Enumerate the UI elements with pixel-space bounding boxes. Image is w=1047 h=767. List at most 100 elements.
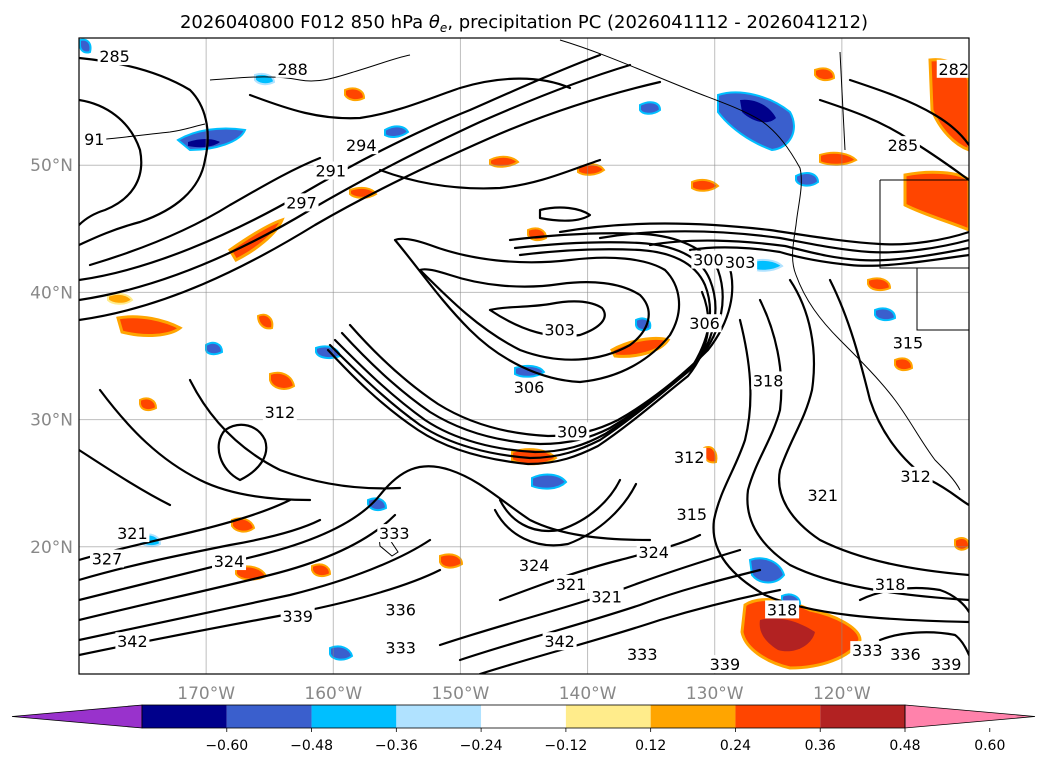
colorbar-outline bbox=[141, 704, 906, 729]
colorbar-tick-label: 0.60 bbox=[974, 738, 1005, 754]
map-frame bbox=[78, 37, 970, 675]
contour-label-background bbox=[542, 632, 577, 651]
contour-line bbox=[378, 158, 602, 190]
precip-patch bbox=[329, 645, 354, 661]
contour-label: 333 bbox=[627, 645, 658, 664]
contour-label: 321 bbox=[808, 486, 839, 505]
contour-line bbox=[79, 518, 322, 582]
contour-label-background bbox=[377, 524, 412, 543]
contour-label-background bbox=[284, 193, 319, 212]
colorbar-segment bbox=[735, 705, 821, 728]
contour-label: 282 bbox=[938, 60, 969, 79]
coastline bbox=[879, 180, 969, 269]
colorbar-tick-label: −0.36 bbox=[375, 738, 418, 754]
contour-label: 339 bbox=[710, 655, 741, 674]
colorbar-tick-label: 0.48 bbox=[889, 738, 920, 754]
contour-label-background bbox=[275, 59, 310, 78]
precip-patch bbox=[205, 341, 224, 356]
contour-label-background bbox=[687, 314, 722, 333]
colorbar-segment bbox=[311, 705, 397, 728]
lon-tick-label: 130°W bbox=[686, 684, 744, 704]
contour-label: 336 bbox=[385, 600, 416, 619]
lat-tick-label: 30°N bbox=[30, 411, 73, 431]
precip-patch bbox=[740, 99, 776, 123]
precip-patch bbox=[531, 473, 568, 490]
contour-label: 324 bbox=[214, 552, 245, 571]
contour-label-background bbox=[751, 371, 786, 390]
colorbar-extend-low bbox=[11, 704, 143, 729]
contour-label: 303 bbox=[725, 253, 756, 272]
precip-patch bbox=[256, 313, 274, 330]
contour-label-background bbox=[805, 485, 840, 504]
precip-patch bbox=[139, 397, 158, 412]
colorbar-tick-label: 0.24 bbox=[720, 738, 751, 754]
contour-label: 339 bbox=[931, 655, 962, 674]
contour-line bbox=[493, 482, 638, 547]
contour-label-background bbox=[723, 253, 758, 272]
contour-label-background bbox=[344, 136, 379, 155]
contour-line bbox=[648, 239, 969, 262]
precip-patch bbox=[819, 151, 858, 166]
contour-label-background bbox=[625, 644, 660, 663]
contour-label-background bbox=[542, 320, 577, 339]
contour-label-background bbox=[589, 587, 624, 606]
precip-patch bbox=[489, 155, 520, 168]
contour-line bbox=[79, 98, 143, 227]
contour-label-background bbox=[936, 59, 969, 78]
contour-label-background bbox=[313, 161, 348, 180]
contour-label: 324 bbox=[638, 543, 669, 562]
precip-patch bbox=[814, 67, 836, 82]
contour-line bbox=[79, 53, 602, 282]
contour-label-background bbox=[674, 505, 709, 523]
contour-label: 333 bbox=[379, 524, 410, 543]
contour-label: 315 bbox=[677, 505, 708, 524]
precip-patch bbox=[894, 357, 914, 372]
colorbar-segment bbox=[565, 705, 651, 728]
contour-label-background bbox=[517, 555, 552, 574]
precip-patch bbox=[954, 537, 969, 551]
contour-label: 288 bbox=[277, 60, 308, 79]
contour-label: 91 bbox=[84, 130, 104, 149]
contour-line bbox=[98, 388, 312, 502]
colorbar-extend-high bbox=[904, 704, 1036, 729]
contour-label-background bbox=[929, 655, 964, 674]
contour-label-background bbox=[280, 606, 315, 625]
contour-label-background bbox=[691, 250, 726, 269]
lon-tick-label: 160°W bbox=[304, 684, 362, 704]
contour-label: 339 bbox=[282, 607, 313, 626]
coastline bbox=[916, 268, 969, 331]
contour-label: 309 bbox=[557, 422, 588, 441]
precip-patch bbox=[639, 101, 662, 115]
contour-line bbox=[217, 423, 268, 482]
colorbar-tick-label: −0.12 bbox=[544, 738, 587, 754]
colorbar-segment bbox=[396, 705, 482, 728]
lon-tick-label: 120°W bbox=[813, 684, 871, 704]
contour-label-background bbox=[672, 447, 707, 466]
contour-label: 321 bbox=[556, 575, 587, 594]
contour-line bbox=[88, 156, 322, 267]
contour-label: 294 bbox=[346, 136, 377, 155]
contour-label-background bbox=[82, 129, 107, 148]
contour-label: 306 bbox=[514, 378, 545, 397]
contour-label-background bbox=[383, 638, 418, 657]
precip-patch bbox=[867, 277, 892, 292]
contour-line bbox=[878, 631, 969, 657]
colorbar-segment bbox=[650, 705, 736, 728]
contour-label-background bbox=[636, 543, 671, 562]
precip-patch bbox=[691, 178, 720, 192]
contour-label: 315 bbox=[893, 333, 924, 352]
precip-patch bbox=[903, 170, 969, 232]
coastline bbox=[839, 51, 846, 151]
contour-label: 327 bbox=[92, 550, 123, 569]
contour-label-background bbox=[898, 466, 933, 485]
contour-label-background bbox=[850, 641, 885, 660]
contour-line bbox=[393, 237, 681, 384]
contour-label: 312 bbox=[674, 448, 705, 467]
contour-line bbox=[326, 290, 710, 466]
contour-line bbox=[79, 513, 397, 622]
lat-tick-label: 40°N bbox=[30, 283, 73, 303]
colorbar-tick-label: 0.36 bbox=[805, 738, 836, 754]
